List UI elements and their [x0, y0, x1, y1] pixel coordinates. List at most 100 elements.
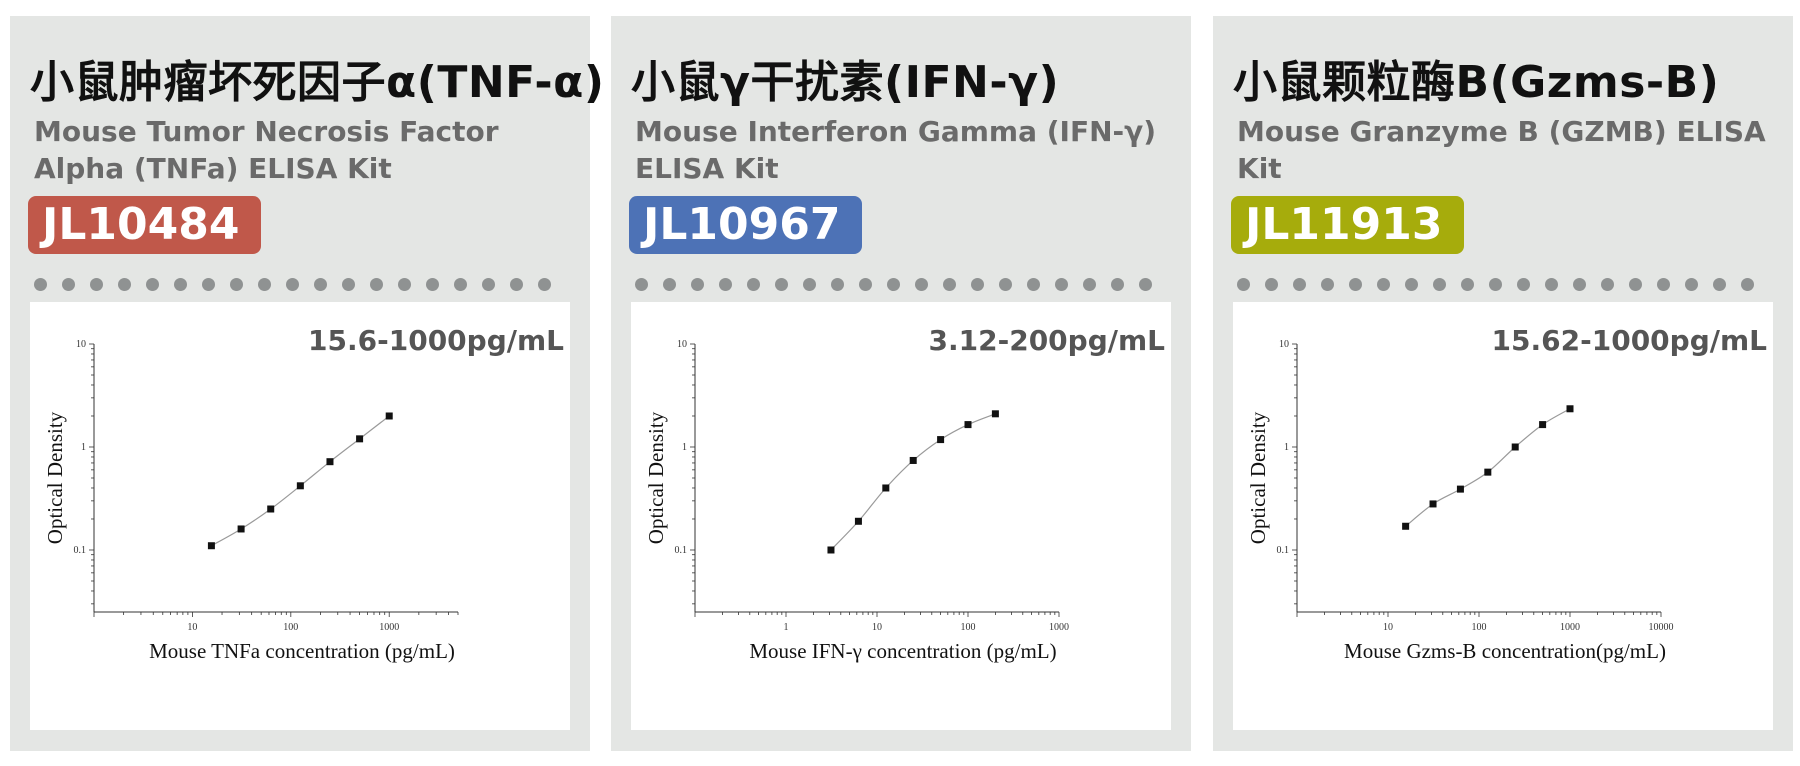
divider-dot [1083, 278, 1096, 291]
divider-dot [691, 278, 704, 291]
dot-divider [635, 278, 1152, 292]
divider-dot [370, 278, 383, 291]
divider-dot [90, 278, 103, 291]
divider-dot [538, 278, 551, 291]
y-tick-label: 10 [76, 339, 86, 350]
divider-dot [1377, 278, 1390, 291]
kit-card-tnf: 小鼠肿瘤坏死因子α(TNF-α) Mouse Tumor Necrosis Fa… [10, 16, 604, 751]
divider-dot [1657, 278, 1670, 291]
y-axis-label: Optical Density [43, 411, 67, 544]
divider-dot [1055, 278, 1068, 291]
divider-dot [510, 278, 523, 291]
divider-dot [314, 278, 327, 291]
divider-dot [803, 278, 816, 291]
divider-dot [887, 278, 900, 291]
divider-dot [398, 278, 411, 291]
divider-dot [1139, 278, 1152, 291]
data-point [237, 525, 245, 533]
divider-dot [118, 278, 131, 291]
divider-dot [454, 278, 467, 291]
data-point [882, 484, 890, 492]
divider-dot [1629, 278, 1642, 291]
data-point [1566, 405, 1574, 413]
y-tick-label: 0.1 [74, 545, 87, 556]
data-point [1456, 485, 1464, 493]
y-tick-label: 10 [1279, 339, 1289, 350]
divider-dot [1349, 278, 1362, 291]
x-tick-label: 10 [187, 622, 197, 633]
kit-title: 小鼠γ干扰素(IFN-γ) [631, 57, 1060, 108]
divider-dot [635, 278, 648, 291]
data-point [909, 456, 917, 464]
kit-title: 小鼠颗粒酶B(Gzms-B) [1233, 57, 1720, 108]
fit-curve [830, 413, 996, 551]
divider-dot [1573, 278, 1586, 291]
dot-divider [34, 278, 551, 292]
divider-dot [1545, 278, 1558, 291]
divider-dot [34, 278, 47, 291]
data-point [356, 435, 364, 443]
divider-dot [999, 278, 1012, 291]
kit-subtitle: Mouse Interferon Gamma (IFN-γ) ELISA Kit [635, 115, 1157, 185]
x-tick-label: 1000 [1560, 622, 1580, 633]
data-point [1429, 500, 1437, 508]
standard-curve-chart: 15.62-1000pg/mL 0.1 1 10 10 100 1000 10000 Mous… [1233, 302, 1773, 730]
standard-curve-plot: 0.1 1 10 10 100 1000 10000 Mouse Gzms-B concent… [1246, 339, 1674, 663]
kit-code-badge: JL10967 [629, 196, 863, 254]
divider-dot [1027, 278, 1040, 291]
x-tick-label: 10000 [1649, 622, 1674, 633]
divider-dot [1293, 278, 1306, 291]
divider-dot [1321, 278, 1334, 291]
detection-range: 3.12-200pg/mL [928, 324, 1165, 357]
standard-curve-chart: 15.6-1000pg/mL 0.1 1 10 10 100 1000 Mouse TNFa… [30, 302, 570, 730]
divider-dot [1265, 278, 1278, 291]
divider-dot [426, 278, 439, 291]
data-point [937, 436, 945, 444]
divider-dot [62, 278, 75, 291]
divider-dot [1713, 278, 1726, 291]
data-point [1539, 421, 1547, 429]
detection-range: 15.6-1000pg/mL [308, 324, 564, 357]
kit-subtitle: Mouse Granzyme B (GZMB) ELISA Kit [1237, 115, 1766, 185]
divider-dot [1601, 278, 1614, 291]
x-tick-label: 10 [1383, 622, 1393, 633]
standard-curve-plot: 0.1 1 10 1 10 100 1000 Mouse IFN-γ concentratio… [644, 339, 1069, 663]
x-tick-label: 1000 [379, 622, 399, 633]
data-point [1402, 522, 1410, 530]
y-tick-label: 1 [682, 442, 687, 453]
divider-dot [202, 278, 215, 291]
data-point [827, 546, 835, 554]
x-tick-label: 10 [872, 622, 882, 633]
divider-dot [1685, 278, 1698, 291]
divider-dot [258, 278, 271, 291]
standard-curve-plot: 0.1 1 10 10 100 1000 Mouse TNFa concentration … [43, 339, 459, 663]
divider-dot [1461, 278, 1474, 291]
divider-dot [831, 278, 844, 291]
data-point [267, 505, 275, 513]
kit-title: 小鼠肿瘤坏死因子α(TNF-α) [30, 57, 605, 108]
divider-dot [719, 278, 732, 291]
divider-dot [971, 278, 984, 291]
dot-divider [1237, 278, 1754, 292]
divider-dot [915, 278, 928, 291]
y-axis-label: Optical Density [1246, 411, 1270, 544]
divider-dot [230, 278, 243, 291]
data-point [326, 458, 334, 466]
divider-dot [146, 278, 159, 291]
divider-dot [342, 278, 355, 291]
x-tick-label: 1 [784, 622, 789, 633]
x-axis-label: Mouse IFN-γ concentration (pg/mL) [749, 639, 1056, 663]
kit-card-ifn: 小鼠γ干扰素(IFN-γ) Mouse Interferon Gamma (IF… [611, 16, 1191, 751]
y-tick-label: 0.1 [675, 545, 688, 556]
divider-dot [482, 278, 495, 291]
x-tick-label: 100 [1472, 622, 1487, 633]
x-axis-label: Mouse TNFa concentration (pg/mL) [149, 639, 455, 663]
divider-dot [174, 278, 187, 291]
kit-code-badge: JL11913 [1231, 196, 1465, 254]
divider-dot [1517, 278, 1530, 291]
divider-dot [943, 278, 956, 291]
kit-card-gzmb: 小鼠颗粒酶B(Gzms-B) Mouse Granzyme B (GZMB) E… [1213, 16, 1793, 751]
divider-dot [663, 278, 676, 291]
divider-dot [286, 278, 299, 291]
data-point [854, 517, 862, 525]
